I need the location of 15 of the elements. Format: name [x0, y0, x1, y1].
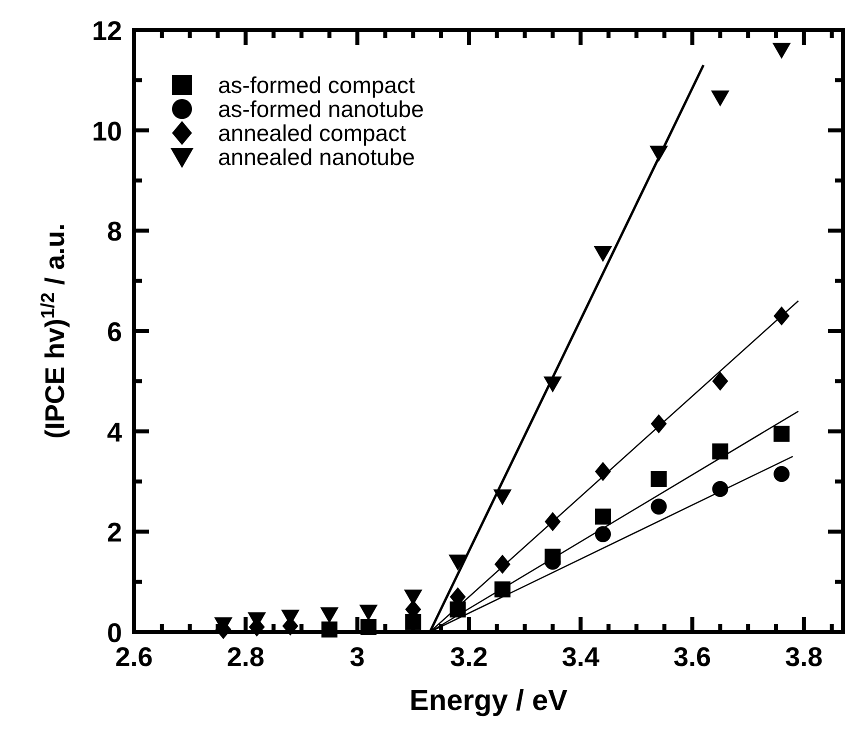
x-tick-label: 3.8: [785, 642, 823, 672]
y-tick-label: 4: [106, 417, 122, 448]
legend-label: as-formed compact: [218, 72, 416, 98]
y-tick-label: 10: [92, 116, 122, 146]
y-tick-label: 8: [106, 216, 122, 247]
y-tick-label: 2: [106, 518, 122, 548]
x-tick-label: 3.6: [673, 642, 712, 672]
y-tick-label: 6: [106, 317, 122, 347]
x-axis-title: Energy / eV: [410, 685, 568, 717]
legend-label: annealed compact: [218, 120, 407, 146]
y-tick-label: 12: [92, 16, 122, 46]
x-tick-label: 2.8: [226, 642, 264, 672]
x-tick-label: 3: [350, 642, 365, 672]
x-tick-label: 3.4: [562, 642, 600, 672]
x-tick-label: 3.2: [450, 642, 488, 672]
